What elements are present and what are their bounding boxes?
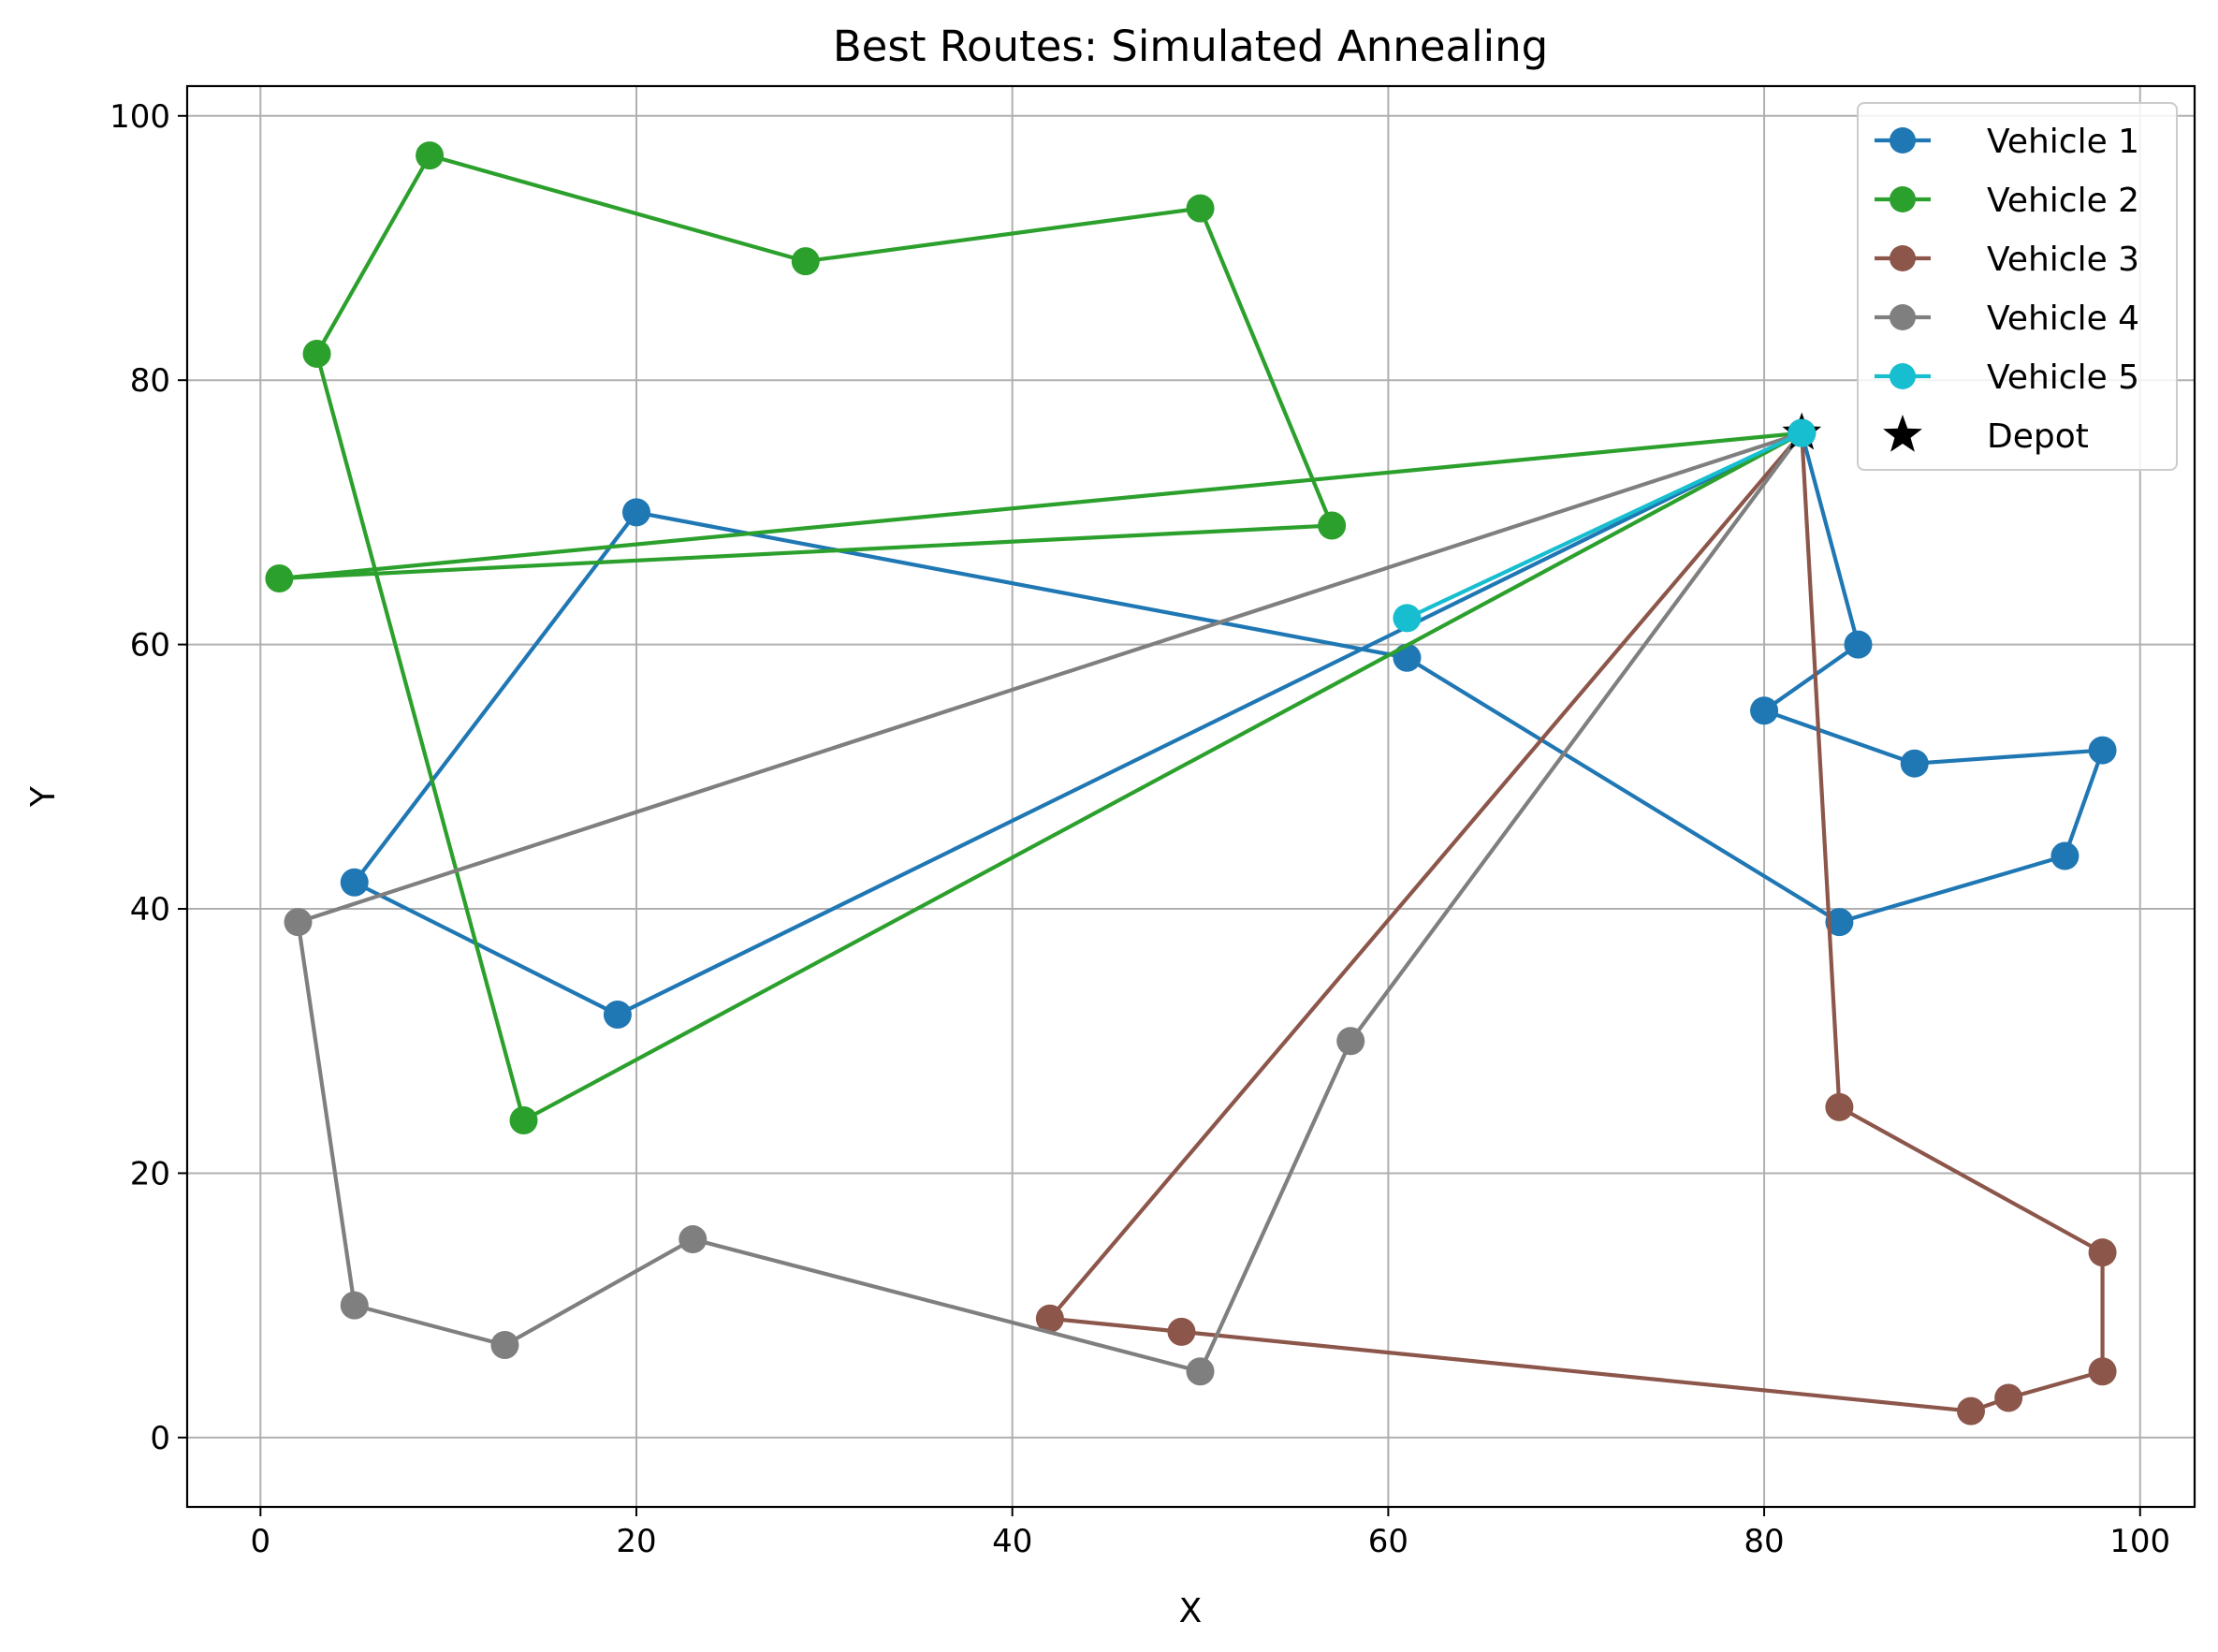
data-point [340,1291,369,1320]
data-point [416,141,445,170]
data-point [1844,630,1873,659]
x-tick-label: 20 [616,1523,656,1560]
legend-label: Vehicle 3 [1987,241,2139,279]
plot-frame [185,84,2196,1509]
legend-label: Vehicle 4 [1987,300,2139,338]
data-point [265,564,294,593]
y-axis-label: Y [24,785,63,808]
data-point [302,339,331,368]
legend-label: Vehicle 2 [1987,182,2139,220]
x-tick-label: 100 [2109,1523,2170,1560]
series-line [352,431,2105,1017]
y-tick-label: 60 [130,627,170,665]
ticks: 0 20 40 60 80 100 0 20 40 60 80 100 [109,98,2170,1560]
legend-frame [1857,102,2178,471]
data-point [1825,1092,1854,1121]
legend-item-vehicle-3: Vehicle 3 [1875,241,2139,279]
x-tick-label: 0 [251,1523,271,1560]
data-point [1994,1383,2023,1412]
series-line [296,431,1803,1374]
data-point [2088,1357,2117,1386]
data-point [2088,1238,2117,1267]
data-point [1035,1304,1064,1333]
legend-label: Vehicle 5 [1987,358,2139,397]
data-point [1318,511,1347,540]
legend-marker [1890,363,1916,389]
legend-marker [1890,304,1916,330]
legend-label: Vehicle 1 [1987,123,2139,161]
chart-title: Best Routes: Simulated Annealing [833,22,1548,71]
data-point [284,908,313,937]
x-tick-label: 60 [1368,1523,1408,1560]
y-tick-label: 20 [130,1155,170,1192]
series-3 [1035,418,2117,1425]
data-point [509,1105,538,1134]
x-tick-label: 80 [1744,1523,1784,1560]
data-point [679,1225,708,1254]
data-point [1825,908,1854,937]
data-point [2088,736,2117,765]
data-point [1336,1027,1365,1056]
legend-item-vehicle-1: Vehicle 1 [1875,123,2139,161]
legend: Vehicle 1 Vehicle 2 Vehicle 3 Vehicle 4 Vehi… [1857,102,2178,471]
data-point [603,1000,632,1029]
data-point [1393,643,1422,672]
legend-item-vehicle-2: Vehicle 2 [1875,182,2139,220]
legend-item-depot: Depot [1883,415,2089,456]
data-point [1956,1396,1985,1425]
y-tick-label: 80 [130,362,170,400]
y-tick-label: 0 [150,1420,170,1457]
legend-marker [1890,127,1916,154]
data-point [490,1331,519,1360]
data-point [340,868,369,897]
data-point [622,498,651,527]
legend-marker [1890,186,1916,212]
data-point [1186,1357,1215,1386]
x-tick-label: 40 [992,1523,1032,1560]
data-point [1750,696,1779,725]
legend-marker [1890,245,1916,271]
depot-layer [1782,412,1822,450]
data-point [1393,604,1422,633]
data-point [1900,749,1929,778]
data-point [2050,841,2079,870]
legend-item-vehicle-5: Vehicle 5 [1875,358,2139,397]
data-point [1186,194,1215,223]
x-axis-label: X [1179,1592,1203,1630]
data-point [1167,1317,1196,1346]
legend-item-vehicle-4: Vehicle 4 [1875,300,2139,338]
depot-overlay-point [1788,418,1817,447]
data-point [791,247,820,276]
y-tick-label: 100 [109,98,170,136]
legend-label: Depot [1987,417,2089,456]
y-tick-label: 40 [130,891,170,928]
legend-star-icon [1883,415,1922,452]
